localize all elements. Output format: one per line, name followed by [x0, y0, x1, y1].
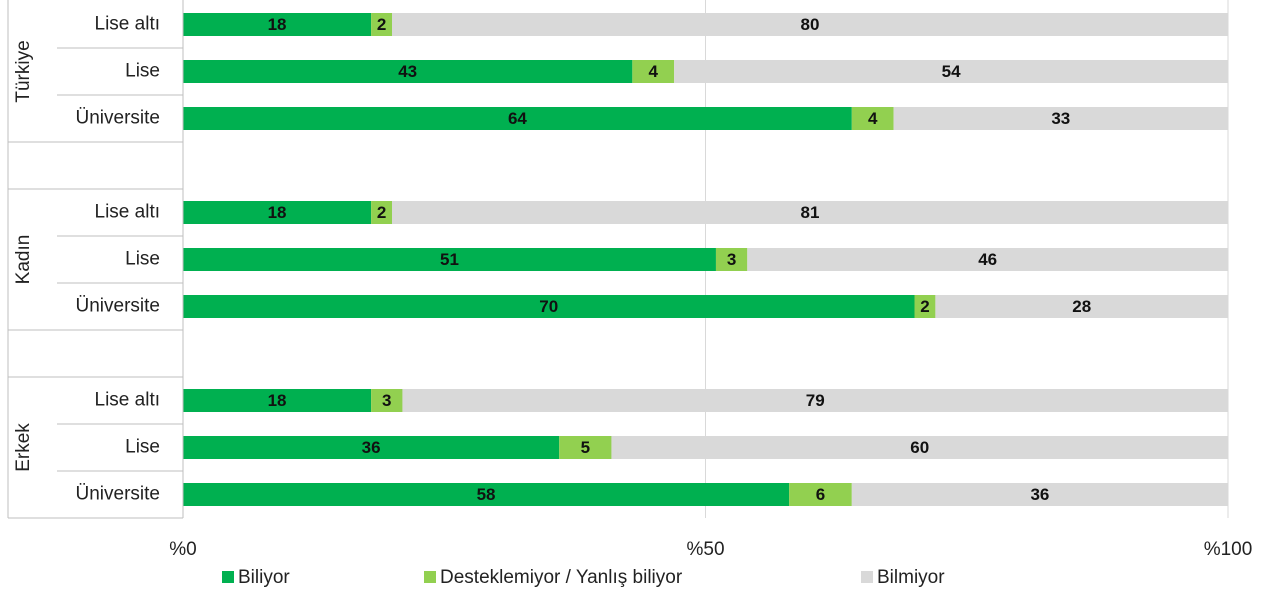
bar — [914, 295, 936, 318]
data-label: 3 — [382, 391, 391, 410]
data-label: 80 — [801, 15, 820, 34]
legend-swatch — [424, 571, 436, 583]
legend-label: Bilmiyor — [877, 567, 945, 588]
data-label: 3 — [727, 250, 736, 269]
data-label: 36 — [362, 438, 381, 457]
bar — [371, 13, 392, 36]
data-label: 54 — [942, 62, 961, 81]
group-label: Erkek — [13, 423, 34, 472]
data-label: 79 — [806, 391, 825, 410]
y-tick-label: Üniversite — [76, 296, 160, 317]
data-label: 28 — [1072, 297, 1091, 316]
bar — [183, 483, 790, 506]
bar — [789, 483, 852, 506]
x-tick-label: %100 — [1204, 539, 1253, 560]
y-tick-label: Lise altı — [95, 390, 160, 411]
data-label: 43 — [398, 62, 417, 81]
bar — [183, 13, 372, 36]
y-tick-label: Lise — [125, 437, 160, 458]
data-label: 6 — [816, 485, 825, 504]
group-label: Kadın — [13, 235, 34, 285]
data-label: 2 — [920, 297, 929, 316]
bar — [183, 389, 372, 412]
bar — [893, 107, 1228, 130]
data-label: 4 — [868, 109, 878, 128]
bar — [392, 13, 1228, 36]
y-tick-label: Lise — [125, 249, 160, 270]
bar — [715, 248, 748, 271]
data-label: 36 — [1030, 485, 1049, 504]
bar — [402, 389, 1228, 412]
bar — [851, 483, 1228, 506]
y-tick-label: Üniversite — [76, 484, 160, 505]
data-label: 70 — [539, 297, 558, 316]
legend-swatch — [861, 571, 873, 583]
bar — [674, 60, 1228, 83]
data-label: 64 — [508, 109, 527, 128]
bar — [935, 295, 1228, 318]
data-label: 81 — [801, 203, 820, 222]
bar — [371, 389, 403, 412]
data-label: 60 — [910, 438, 929, 457]
x-tick-label: %0 — [169, 539, 196, 560]
bar — [851, 107, 894, 130]
data-label: 58 — [477, 485, 496, 504]
data-label: 18 — [268, 203, 287, 222]
bar — [392, 201, 1228, 224]
bar — [183, 436, 560, 459]
bar — [559, 436, 612, 459]
bar — [183, 107, 852, 130]
x-tick-label: %50 — [686, 539, 724, 560]
data-label: 46 — [978, 250, 997, 269]
bar — [747, 248, 1228, 271]
bar — [183, 60, 633, 83]
legend-label: Desteklemiyor / Yanlış biliyor — [440, 567, 683, 588]
data-label: 5 — [581, 438, 590, 457]
bar — [183, 201, 372, 224]
legend-label: Biliyor — [238, 567, 290, 588]
data-label: 18 — [268, 15, 287, 34]
bar — [632, 60, 675, 83]
group-label: Türkiye — [13, 40, 34, 102]
data-label: 18 — [268, 391, 287, 410]
legend-swatch — [222, 571, 234, 583]
y-tick-label: Üniversite — [76, 108, 160, 129]
data-label: 33 — [1051, 109, 1070, 128]
bar — [611, 436, 1228, 459]
y-tick-label: Lise altı — [95, 14, 160, 35]
data-label: 2 — [377, 15, 386, 34]
data-label: 51 — [440, 250, 459, 269]
bar — [371, 201, 392, 224]
bar — [183, 295, 915, 318]
y-tick-label: Lise — [125, 61, 160, 82]
data-label: 4 — [649, 62, 659, 81]
bar — [183, 248, 716, 271]
data-label: 2 — [377, 203, 386, 222]
y-tick-label: Lise altı — [95, 202, 160, 223]
